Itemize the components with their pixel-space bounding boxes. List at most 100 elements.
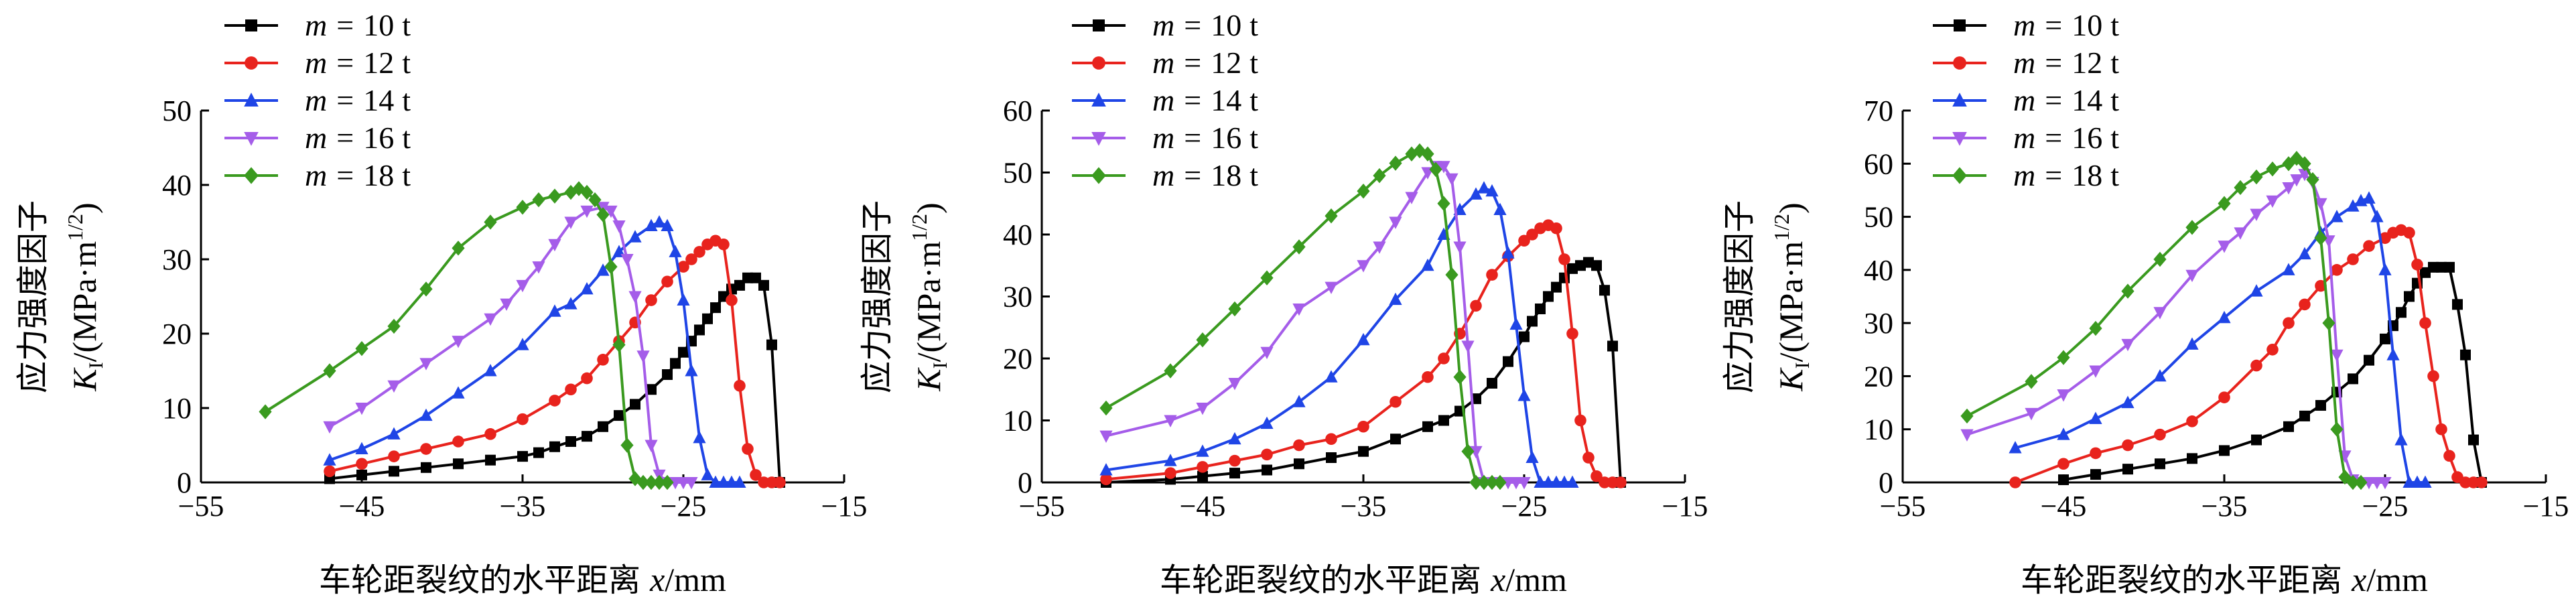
ylabel-line1: 应力强度因子 (858, 200, 896, 393)
legend-item: m = 16 t (224, 121, 411, 155)
data-point (2122, 464, 2133, 475)
data-point (1607, 340, 1618, 352)
data-point (387, 318, 401, 334)
data-point (604, 205, 618, 218)
y-tick-label: 50 (1864, 201, 1893, 234)
data-point (2370, 210, 2384, 222)
data-point (2153, 307, 2167, 320)
legend-marker (244, 132, 259, 146)
data-point (1599, 285, 1610, 296)
data-point (596, 263, 610, 276)
series-line (1105, 224, 1621, 484)
y-tick-label: 20 (1864, 360, 1893, 393)
data-point (2266, 195, 2279, 208)
data-point (1461, 444, 1475, 459)
data-point (564, 297, 578, 310)
series-10 (1101, 257, 1626, 488)
data-point (2290, 151, 2303, 166)
data-point (2187, 453, 2197, 464)
x-tick-label: −55 (1880, 490, 1926, 523)
data-point (2155, 458, 2165, 470)
legend-item: m = 12 t (224, 46, 411, 80)
data-point (1566, 328, 1578, 340)
data-point (669, 245, 682, 257)
y-tick-label: 40 (1003, 218, 1032, 251)
data-point (517, 451, 528, 462)
x-tick-label: −45 (339, 490, 385, 523)
data-point (1518, 235, 1530, 247)
data-point (2378, 477, 2392, 490)
data-point (2330, 349, 2344, 362)
data-point (387, 427, 401, 440)
legend-label: m = 10 t (2013, 8, 2119, 42)
data-point (1261, 448, 1273, 461)
data-point (1294, 458, 1304, 470)
data-point (1477, 181, 1491, 194)
data-point (1196, 403, 1209, 415)
legend-label: m = 12 t (1152, 46, 1258, 80)
data-point (2089, 411, 2102, 424)
series-18 (259, 181, 674, 490)
data-point (2057, 350, 2070, 365)
y-tick-label: 30 (162, 243, 192, 276)
data-point (2122, 439, 2134, 452)
data-point (2153, 369, 2167, 382)
data-point (2058, 474, 2069, 486)
data-point (710, 302, 721, 314)
data-point (1503, 356, 1513, 367)
data-point (2218, 391, 2230, 403)
data-point (1485, 474, 1499, 490)
legend-item: m = 12 t (1933, 46, 2119, 80)
data-point (2057, 427, 2070, 440)
legend-marker (245, 56, 258, 70)
data-point (1357, 420, 1369, 433)
data-point (2154, 428, 2166, 441)
data-point (774, 476, 786, 488)
data-point (628, 230, 642, 243)
data-point (1389, 216, 1402, 229)
series-18 (1099, 143, 1507, 490)
y-tick-label: 0 (177, 466, 192, 499)
data-point (581, 372, 593, 385)
data-point (1357, 260, 1370, 273)
data-point (355, 341, 368, 356)
data-point (661, 474, 674, 490)
legend-marker (1091, 92, 1106, 107)
data-point (2419, 475, 2432, 488)
data-point (1325, 281, 1338, 295)
data-point (2218, 310, 2231, 324)
legend-marker (245, 19, 257, 31)
data-point (1099, 430, 1113, 444)
data-point (718, 239, 730, 251)
x-tick-label: −35 (500, 490, 546, 523)
data-point (685, 364, 698, 377)
data-point (734, 379, 746, 392)
data-point (1437, 196, 1450, 211)
legend-marker (1953, 56, 1966, 70)
data-point (1469, 474, 1483, 490)
data-point (598, 421, 608, 432)
data-point (1485, 184, 1499, 197)
data-point (1469, 446, 1483, 459)
legend-item: m = 14 t (224, 83, 411, 117)
series-14 (323, 215, 746, 488)
data-point (645, 474, 658, 490)
data-point (2330, 421, 2344, 437)
data-point (1293, 439, 1305, 452)
data-point (1421, 258, 1434, 271)
data-point (1260, 346, 1274, 360)
data-point (2419, 317, 2431, 329)
data-point (1487, 378, 1497, 389)
data-point (484, 364, 497, 377)
data-point (2346, 474, 2360, 490)
x-tick-label: −35 (2201, 490, 2248, 523)
data-point (2476, 476, 2488, 488)
data-point (548, 239, 561, 252)
data-point (1325, 208, 1338, 224)
data-point (1493, 474, 1507, 490)
legend-item: m = 18 t (1933, 158, 2119, 192)
data-point (1615, 476, 1627, 488)
data-point (2468, 434, 2479, 446)
data-point (661, 275, 673, 288)
data-point (533, 447, 544, 458)
